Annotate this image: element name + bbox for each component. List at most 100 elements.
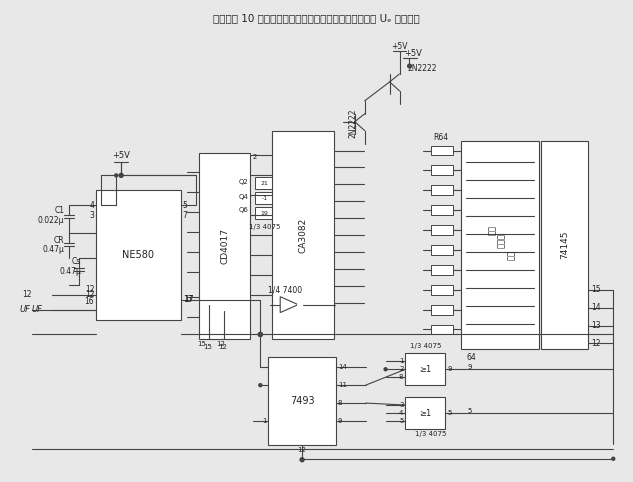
Text: 12: 12 (216, 341, 225, 348)
Text: UF: UF (32, 305, 42, 314)
Text: 0.47μ: 0.47μ (60, 268, 82, 276)
Text: 7493: 7493 (290, 396, 315, 406)
Text: CD4017: CD4017 (220, 228, 229, 264)
Bar (431, 285, 453, 295)
Bar (431, 146, 453, 156)
Text: 12: 12 (22, 290, 32, 299)
Circle shape (115, 174, 118, 177)
Text: 11: 11 (338, 382, 347, 388)
Text: 12: 12 (298, 447, 306, 453)
Text: 1/3 4075: 1/3 4075 (249, 224, 280, 230)
Circle shape (259, 384, 262, 387)
Circle shape (611, 457, 615, 460)
Text: 8: 8 (338, 400, 342, 406)
Text: 1/3 4075: 1/3 4075 (410, 343, 441, 349)
Text: 1: 1 (399, 358, 403, 364)
Bar (406, 353, 445, 385)
Polygon shape (280, 297, 298, 313)
Text: +5V: +5V (404, 49, 422, 57)
Bar (461, 141, 539, 349)
Bar (431, 245, 453, 255)
Text: 19: 19 (260, 211, 268, 215)
Text: 0.47μ: 0.47μ (42, 245, 65, 254)
Text: CR: CR (54, 236, 65, 244)
Bar (272, 131, 334, 339)
Text: 5: 5 (467, 408, 472, 414)
Bar (431, 185, 453, 195)
Circle shape (258, 333, 262, 336)
Text: 14: 14 (338, 364, 347, 370)
Text: 5: 5 (399, 418, 403, 424)
Bar (199, 152, 251, 339)
Bar (431, 165, 453, 175)
Text: 15: 15 (591, 285, 601, 294)
Text: 2: 2 (399, 366, 403, 372)
Text: 12: 12 (85, 285, 94, 294)
Text: 发光: 发光 (487, 225, 496, 235)
Text: 12: 12 (218, 344, 227, 350)
Text: 4: 4 (399, 410, 403, 416)
Bar (268, 357, 336, 445)
Circle shape (300, 458, 304, 462)
Text: 9: 9 (338, 418, 342, 424)
Text: 0.022μ: 0.022μ (38, 215, 65, 225)
Bar (431, 225, 453, 235)
Bar (406, 397, 445, 429)
Text: 3: 3 (89, 211, 94, 220)
Text: 9: 9 (467, 364, 472, 370)
Circle shape (298, 302, 303, 307)
Bar (431, 324, 453, 335)
Text: 1/4 7400: 1/4 7400 (268, 285, 302, 294)
Text: 12: 12 (591, 339, 601, 348)
Text: 15: 15 (204, 344, 213, 350)
Text: C1: C1 (54, 206, 65, 214)
Text: 15: 15 (197, 341, 206, 348)
Bar (541, 141, 589, 349)
Text: 2N2222: 2N2222 (408, 65, 437, 73)
Text: 指示: 指示 (508, 250, 517, 260)
Text: 8: 8 (399, 374, 403, 380)
Text: +5V: +5V (391, 41, 408, 51)
Text: UF: UF (20, 305, 31, 314)
Text: 1: 1 (262, 418, 266, 424)
Text: 1/3 4075: 1/3 4075 (415, 431, 446, 437)
Text: Cs: Cs (72, 257, 82, 267)
Text: Q4: Q4 (239, 194, 248, 200)
Bar (255, 177, 273, 189)
Text: 7: 7 (183, 211, 187, 220)
Bar (96, 190, 181, 320)
Bar (431, 305, 453, 315)
Text: ≥1: ≥1 (419, 365, 432, 374)
Text: 4: 4 (89, 201, 94, 210)
Bar (431, 265, 453, 275)
Circle shape (384, 368, 387, 371)
Text: 16: 16 (85, 297, 94, 306)
Bar (431, 205, 453, 215)
Bar (255, 207, 273, 219)
Text: 2: 2 (253, 155, 257, 161)
Circle shape (119, 174, 123, 177)
Text: 17: 17 (183, 295, 192, 304)
Circle shape (408, 64, 411, 68)
Text: 2N2222: 2N2222 (348, 109, 357, 138)
Text: CA3082: CA3082 (299, 217, 308, 253)
Text: 5: 5 (448, 410, 451, 416)
Text: ≥1: ≥1 (419, 409, 432, 417)
Text: -1: -1 (261, 196, 267, 201)
Text: Q6: Q6 (239, 207, 248, 213)
Text: 21: 21 (260, 181, 268, 186)
Text: 二极管: 二极管 (498, 232, 506, 247)
Text: R64: R64 (434, 133, 449, 142)
Text: 9: 9 (448, 366, 452, 372)
Circle shape (258, 333, 262, 336)
Bar (255, 192, 273, 204)
Text: 13: 13 (591, 321, 601, 330)
Text: 电路通过 10 个发光二极管阵列，成线性地指示待测电压 Uₑ 的大小。: 电路通过 10 个发光二极管阵列，成线性地指示待测电压 Uₑ 的大小。 (213, 13, 420, 23)
Text: 14: 14 (591, 303, 601, 312)
Text: NE580: NE580 (122, 250, 154, 260)
Text: 12: 12 (85, 290, 94, 299)
Text: Q2: Q2 (239, 179, 248, 186)
Text: +5V: +5V (112, 151, 130, 160)
Text: 74145: 74145 (560, 231, 569, 259)
Text: 64: 64 (467, 353, 476, 362)
